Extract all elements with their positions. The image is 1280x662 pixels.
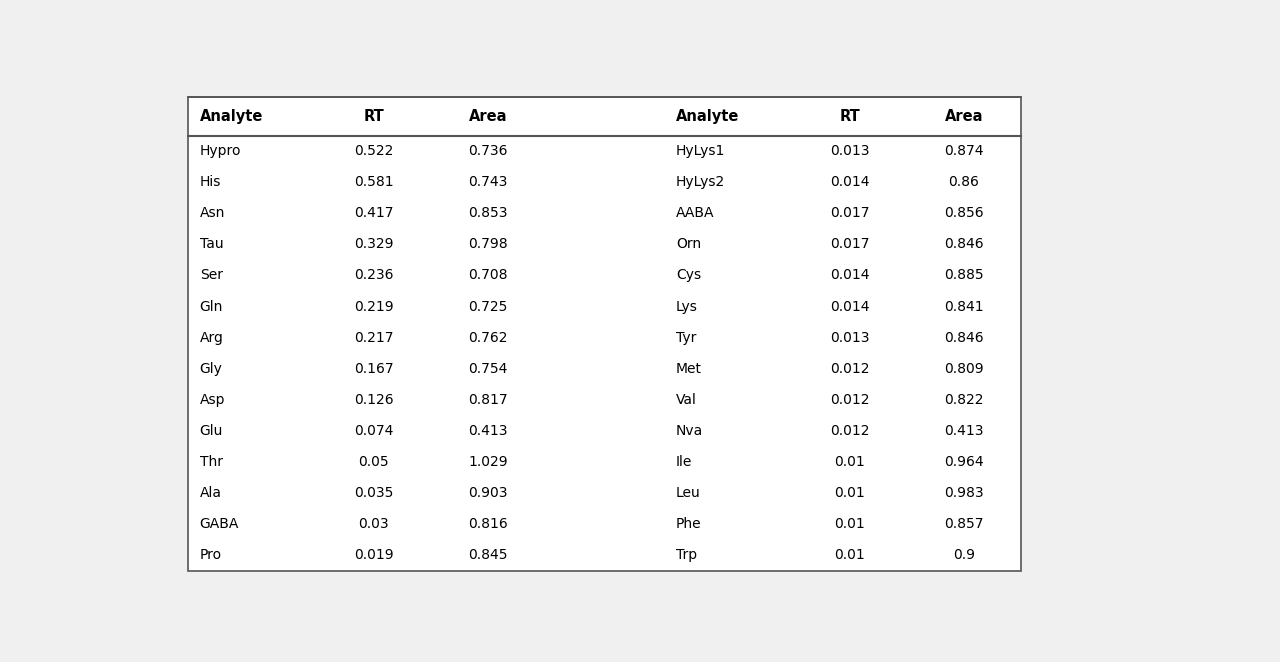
Text: 0.817: 0.817 (468, 393, 508, 407)
Text: 0.014: 0.014 (831, 299, 869, 314)
Text: RT: RT (364, 109, 384, 124)
Text: Leu: Leu (676, 486, 700, 500)
Text: 0.167: 0.167 (355, 361, 393, 376)
Text: 0.035: 0.035 (355, 486, 393, 500)
Text: 0.01: 0.01 (835, 517, 865, 531)
Text: HyLys2: HyLys2 (676, 175, 724, 189)
Text: 0.743: 0.743 (468, 175, 508, 189)
Text: 0.816: 0.816 (468, 517, 508, 531)
Text: 0.86: 0.86 (948, 175, 979, 189)
Text: Ser: Ser (200, 268, 223, 283)
Text: 0.413: 0.413 (945, 424, 984, 438)
Text: 0.013: 0.013 (831, 144, 869, 158)
Text: Nva: Nva (676, 424, 703, 438)
Text: 0.03: 0.03 (358, 517, 389, 531)
Text: Tyr: Tyr (676, 330, 696, 345)
Text: 0.762: 0.762 (468, 330, 508, 345)
Text: Gln: Gln (200, 299, 223, 314)
Text: Ile: Ile (676, 455, 692, 469)
Text: Arg: Arg (200, 330, 224, 345)
Bar (188, 97, 545, 571)
Text: 1.029: 1.029 (468, 455, 508, 469)
Text: 0.809: 0.809 (945, 361, 984, 376)
Text: 0.017: 0.017 (831, 207, 869, 220)
Text: Asp: Asp (200, 393, 225, 407)
Text: 0.012: 0.012 (831, 361, 869, 376)
Text: 0.853: 0.853 (468, 207, 508, 220)
Text: Asn: Asn (200, 207, 225, 220)
Text: 0.014: 0.014 (831, 175, 869, 189)
Text: Phe: Phe (676, 517, 701, 531)
Text: 0.822: 0.822 (945, 393, 984, 407)
Text: Lys: Lys (676, 299, 698, 314)
Text: 0.798: 0.798 (468, 238, 508, 252)
Text: 0.874: 0.874 (945, 144, 984, 158)
Text: 0.857: 0.857 (945, 517, 984, 531)
Text: 0.522: 0.522 (355, 144, 393, 158)
Text: 0.05: 0.05 (358, 455, 389, 469)
Text: 0.01: 0.01 (835, 455, 865, 469)
Text: Glu: Glu (200, 424, 223, 438)
Text: Val: Val (676, 393, 696, 407)
Text: 0.413: 0.413 (468, 424, 508, 438)
Text: Gly: Gly (200, 361, 223, 376)
Text: Pro: Pro (200, 548, 221, 562)
Text: Trp: Trp (676, 548, 698, 562)
Text: 0.014: 0.014 (831, 268, 869, 283)
Text: 0.983: 0.983 (945, 486, 984, 500)
Text: Tau: Tau (200, 238, 223, 252)
Text: 0.885: 0.885 (945, 268, 984, 283)
Text: Hypro: Hypro (200, 144, 241, 158)
Text: 0.725: 0.725 (468, 299, 508, 314)
Text: 0.01: 0.01 (835, 486, 865, 500)
Text: 0.841: 0.841 (945, 299, 984, 314)
Text: 0.417: 0.417 (355, 207, 393, 220)
Text: Orn: Orn (676, 238, 701, 252)
Text: Area: Area (945, 109, 983, 124)
Text: 0.013: 0.013 (831, 330, 869, 345)
Text: 0.845: 0.845 (468, 548, 508, 562)
Text: 0.581: 0.581 (355, 175, 393, 189)
Bar (188, 97, 1021, 571)
Text: GABA: GABA (200, 517, 239, 531)
Text: Area: Area (468, 109, 507, 124)
Text: 0.708: 0.708 (468, 268, 508, 283)
Text: Analyte: Analyte (676, 109, 740, 124)
Text: 0.074: 0.074 (355, 424, 393, 438)
Text: 0.012: 0.012 (831, 424, 869, 438)
Text: 0.903: 0.903 (468, 486, 508, 500)
Text: 0.126: 0.126 (355, 393, 393, 407)
Text: 0.019: 0.019 (355, 548, 393, 562)
Text: 0.219: 0.219 (355, 299, 393, 314)
Text: 0.012: 0.012 (831, 393, 869, 407)
Text: 0.217: 0.217 (355, 330, 393, 345)
Text: 0.846: 0.846 (945, 238, 984, 252)
Text: Ala: Ala (200, 486, 221, 500)
Bar (664, 97, 1021, 571)
Text: 0.9: 0.9 (954, 548, 975, 562)
Text: HyLys1: HyLys1 (676, 144, 726, 158)
Text: Met: Met (676, 361, 701, 376)
Text: 0.236: 0.236 (355, 268, 393, 283)
Text: Cys: Cys (676, 268, 701, 283)
Text: 0.01: 0.01 (835, 548, 865, 562)
Text: RT: RT (840, 109, 860, 124)
Text: AABA: AABA (676, 207, 714, 220)
Text: Analyte: Analyte (200, 109, 264, 124)
Text: 0.736: 0.736 (468, 144, 508, 158)
Text: 0.856: 0.856 (945, 207, 984, 220)
Text: 0.846: 0.846 (945, 330, 984, 345)
Text: 0.964: 0.964 (945, 455, 984, 469)
Text: His: His (200, 175, 221, 189)
Text: 0.754: 0.754 (468, 361, 508, 376)
Text: 0.329: 0.329 (355, 238, 393, 252)
Text: 0.017: 0.017 (831, 238, 869, 252)
Text: Thr: Thr (200, 455, 223, 469)
